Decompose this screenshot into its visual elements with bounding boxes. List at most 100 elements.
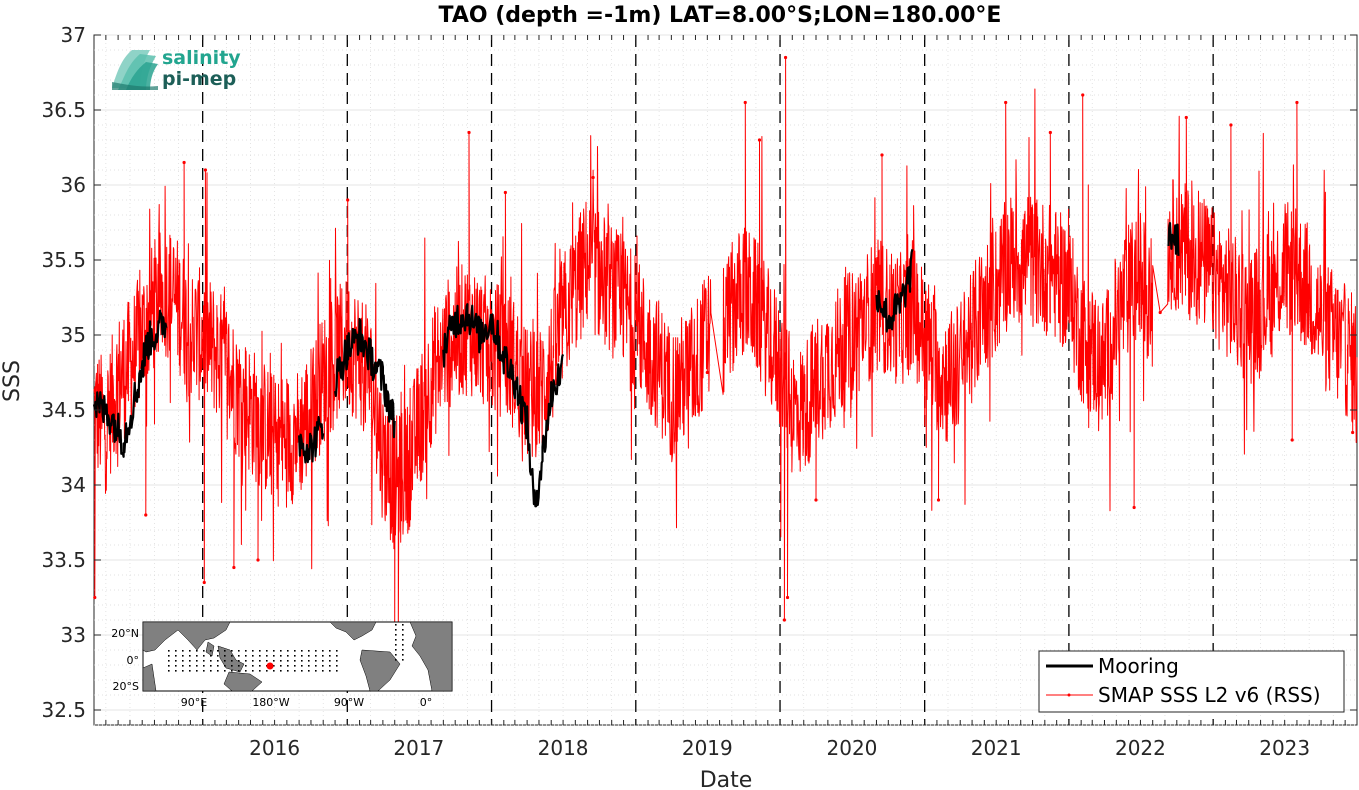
smap-sss-spike-point	[1081, 93, 1085, 97]
year-boundary-lines	[202, 35, 1214, 725]
inset-mooring-dot	[322, 660, 324, 662]
inset-mooring-dot	[329, 665, 331, 667]
smap-sss-spike-point	[93, 595, 97, 600]
inset-land-shape	[359, 649, 401, 692]
inset-mooring-dot	[315, 665, 317, 667]
logo-text-salinity: salinity	[162, 47, 241, 69]
x-tick-label: 2019	[682, 736, 733, 760]
smap-sss-spike-point	[743, 100, 747, 105]
inset-lat-label-20n: 20°N	[111, 627, 139, 640]
mooring-line-segment	[875, 249, 914, 333]
inset-land-shape	[142, 663, 157, 692]
inset-mooring-dot	[273, 665, 275, 667]
inset-mooring-dot	[322, 650, 324, 652]
inset-map-land	[142, 621, 453, 692]
inset-mooring-dot	[322, 665, 324, 667]
inset-mooring-dot	[245, 655, 247, 657]
inset-land-shape	[409, 621, 453, 692]
inset-mooring-dot	[322, 655, 324, 657]
inset-mooring-dot	[182, 660, 184, 662]
inset-mooring-dot	[395, 644, 397, 646]
inset-mooring-dot	[238, 660, 240, 662]
smap-sss-spike-point	[1158, 310, 1162, 315]
inset-mooring-dot	[395, 649, 397, 651]
inset-mooring-dot	[402, 649, 404, 651]
inset-land-shape	[329, 621, 377, 641]
inset-mooring-dot	[203, 670, 205, 672]
inset-map-location-marker	[266, 662, 274, 670]
smap-sss-spike-point	[182, 160, 186, 165]
inset-mooring-dot	[189, 650, 191, 652]
inset-mooring-dot	[196, 665, 198, 667]
inset-mooring-dot	[217, 670, 219, 672]
smap-sss-spike-point	[757, 138, 762, 142]
inset-mooring-dot	[210, 670, 212, 672]
inset-mooring-dot	[245, 650, 247, 652]
smap-sss-spike-point	[814, 498, 818, 502]
x-tick-label: 2023	[1259, 736, 1310, 760]
inset-mooring-dot	[280, 670, 282, 672]
inset-mooring-dot	[266, 660, 268, 662]
inset-mooring-dot	[308, 650, 310, 652]
inset-mooring-dot	[402, 644, 404, 646]
smap-sss-spike-point	[1184, 115, 1188, 120]
inset-mooring-dot	[287, 655, 289, 657]
legend-box	[1038, 650, 1345, 713]
y-tick-label: 35.5	[41, 248, 86, 272]
inset-mooring-dot	[217, 655, 219, 657]
inset-mooring-dot	[336, 650, 338, 652]
inset-mooring-dot	[259, 655, 261, 657]
inset-mooring-dot	[175, 660, 177, 662]
inset-mooring-dot	[402, 634, 404, 636]
smap-sss-spike-point	[232, 565, 236, 570]
salinity-pi-mep-logo: salinity pi-mep	[112, 47, 241, 90]
smap-sss-spike-point	[1229, 123, 1233, 127]
legend-mooring-label: Mooring	[1098, 654, 1179, 678]
inset-mooring-dot	[231, 660, 233, 662]
inset-mooring-dot	[402, 654, 404, 656]
inset-mooring-dot	[301, 655, 303, 657]
inset-mooring-dot	[203, 665, 205, 667]
inset-mooring-dot	[210, 665, 212, 667]
inset-mooring-dot	[168, 665, 170, 667]
inset-mooring-dot	[308, 660, 310, 662]
inset-mooring-dot	[224, 660, 226, 662]
inset-mooring-dot	[182, 670, 184, 672]
smap-sss-spike-point	[782, 618, 786, 622]
smap-sss-spike-point	[705, 370, 709, 375]
inset-mooring-dot	[266, 670, 268, 672]
y-tick-label: 34.5	[41, 398, 86, 422]
inset-map: 20°N 0° 20°S 90°E 180°W 90°W 0°	[111, 621, 453, 709]
inset-mooring-dot	[395, 639, 397, 641]
inset-mooring-dot	[196, 650, 198, 652]
series-mooring	[92, 222, 1180, 508]
inset-mooring-dot	[175, 665, 177, 667]
smap-sss-spike-point	[1048, 130, 1052, 135]
inset-mooring-dot	[395, 659, 397, 661]
inset-mooring-dot	[217, 660, 219, 662]
inset-mooring-dot	[252, 660, 254, 662]
mooring-line-segment	[1167, 222, 1180, 256]
x-axis-label: Date	[700, 768, 753, 790]
smap-sss-spike-point	[1132, 505, 1136, 510]
inset-mooring-dot	[294, 665, 296, 667]
legend: Mooring SMAP SSS L2 v6 (RSS)	[1038, 650, 1345, 713]
smap-sss-spike-point	[936, 498, 941, 502]
inset-mooring-dot	[175, 655, 177, 657]
y-axis-ticks: 32.5 33 33.5 34 34.5 35 35.5 36 36.5 37	[41, 23, 1357, 722]
inset-land-shape	[142, 621, 231, 653]
inset-mooring-dot	[273, 660, 275, 662]
x-tick-label: 2018	[538, 736, 589, 760]
inset-mooring-dot	[336, 665, 338, 667]
inset-lat-label-20s: 20°S	[113, 680, 139, 693]
inset-land-shape	[223, 671, 263, 692]
inset-mooring-dot	[280, 655, 282, 657]
inset-mooring-dot	[395, 654, 397, 656]
inset-mooring-dot	[224, 670, 226, 672]
inset-mooring-dot	[280, 650, 282, 652]
inset-mooring-dot	[336, 670, 338, 672]
mooring-line-segment	[334, 317, 396, 439]
y-tick-label: 33	[61, 623, 86, 647]
inset-mooring-dot	[238, 655, 240, 657]
y-tick-label: 36.5	[41, 98, 86, 122]
